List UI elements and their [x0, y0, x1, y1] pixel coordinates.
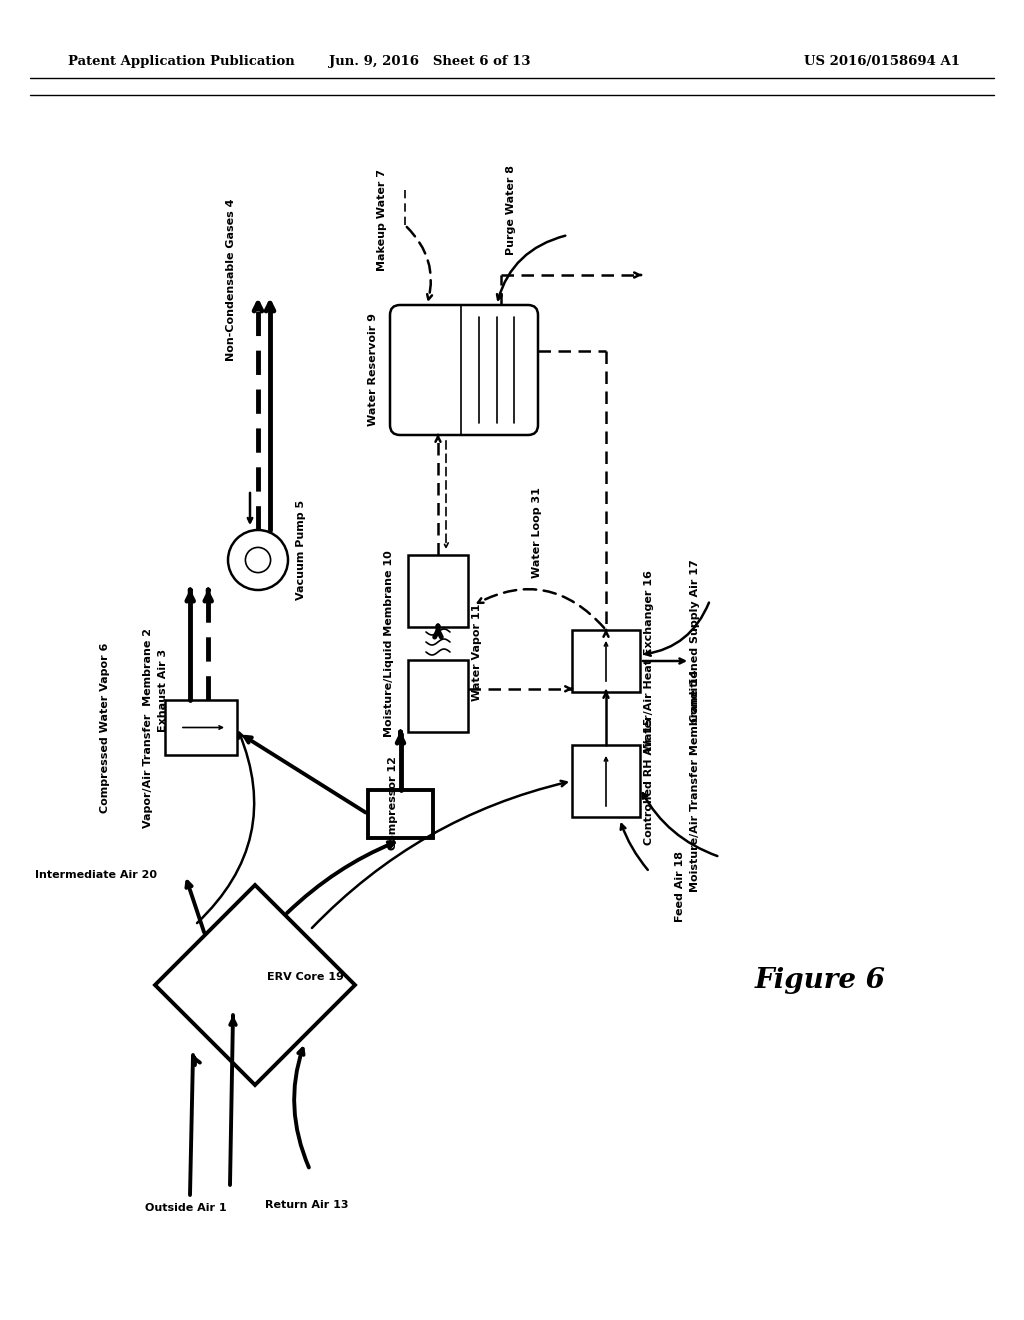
Bar: [408, 660, 468, 733]
Text: Conditioned Supply Air 17: Conditioned Supply Air 17: [690, 560, 700, 722]
Text: Patent Application Publication: Patent Application Publication: [68, 55, 295, 69]
Text: Water Vapor 11: Water Vapor 11: [472, 603, 482, 701]
Text: Compressor 12: Compressor 12: [388, 756, 398, 850]
Bar: [408, 554, 468, 627]
Text: Exhaust Air 3: Exhaust Air 3: [158, 648, 168, 731]
Text: ERV Core 19: ERV Core 19: [267, 972, 344, 982]
FancyBboxPatch shape: [390, 305, 538, 436]
Text: Feed Air 18: Feed Air 18: [675, 851, 685, 923]
Bar: [572, 744, 640, 817]
Text: Makeup Water 7: Makeup Water 7: [377, 169, 387, 271]
Bar: [368, 789, 433, 838]
Bar: [572, 630, 640, 692]
Text: Non-Condensable Gases 4: Non-Condensable Gases 4: [226, 199, 236, 362]
Text: Outside Air 1: Outside Air 1: [145, 1203, 226, 1213]
Text: Water Reservoir 9: Water Reservoir 9: [368, 314, 378, 426]
Text: US 2016/0158694 A1: US 2016/0158694 A1: [804, 55, 961, 69]
Text: Return Air 13: Return Air 13: [265, 1200, 348, 1210]
Text: Controlled RH Air 15: Controlled RH Air 15: [644, 717, 654, 845]
Text: Purge Water 8: Purge Water 8: [506, 165, 516, 255]
Text: Jun. 9, 2016   Sheet 6 of 13: Jun. 9, 2016 Sheet 6 of 13: [330, 55, 530, 69]
Text: Moisture/Liquid Membrane 10: Moisture/Liquid Membrane 10: [384, 550, 394, 737]
Bar: [165, 700, 237, 755]
Text: Figure 6: Figure 6: [755, 966, 886, 994]
Text: Vacuum Pump 5: Vacuum Pump 5: [296, 500, 306, 601]
Text: Compressed Water Vapor 6: Compressed Water Vapor 6: [100, 643, 110, 813]
Text: Water Loop 31: Water Loop 31: [532, 487, 542, 578]
Text: Water/Air Heat Exchanger 16: Water/Air Heat Exchanger 16: [644, 570, 654, 752]
Text: Intermediate Air 20: Intermediate Air 20: [35, 870, 157, 880]
Text: Vapor/Air Transfer  Membrane 2: Vapor/Air Transfer Membrane 2: [143, 627, 153, 828]
Text: Moisture/Air Transfer Membrane 14: Moisture/Air Transfer Membrane 14: [690, 669, 700, 892]
